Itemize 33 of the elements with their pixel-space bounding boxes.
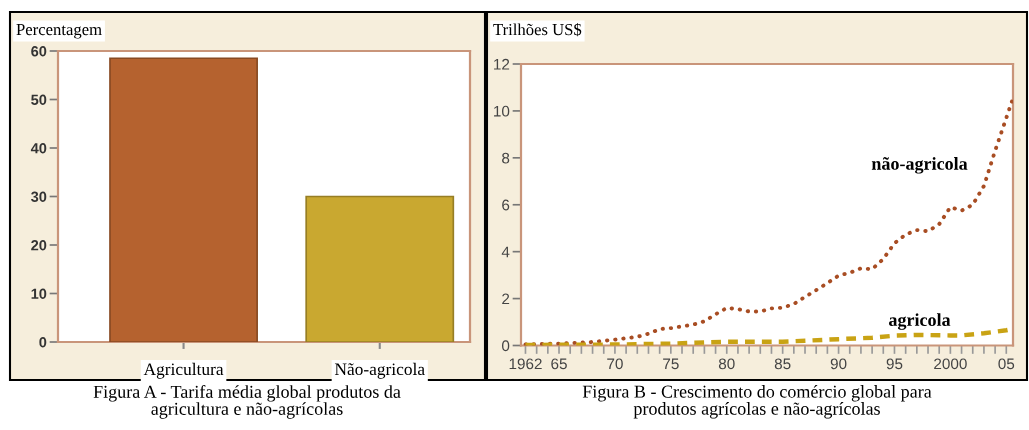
x-tick-label: Não-agricola	[334, 362, 425, 379]
y-tick-label: 8	[502, 152, 510, 164]
x-tick-label: 70	[607, 358, 623, 370]
x-tick-label: 2000	[934, 358, 967, 370]
y-tick-label: 60	[31, 46, 47, 57]
x-tick-label: 05	[998, 358, 1015, 370]
y-tick-label: 12	[494, 58, 510, 70]
y-tick-label: 50	[31, 94, 47, 105]
x-tick-label: 75	[663, 358, 679, 370]
y-tick-label: 10	[494, 105, 510, 117]
y-tick-label: 6	[502, 199, 510, 211]
x-tick-label: 1962	[509, 358, 542, 370]
x-tick-label: 95	[886, 358, 903, 370]
y-axis-title: Percentagem	[16, 24, 102, 39]
series-label: agricola	[889, 313, 951, 330]
y-tick-label: 0	[39, 337, 47, 348]
text: Figura A - Tarifa média global produtos da agricultura e não-agrícolas	[93, 385, 401, 419]
y-tick-label: 30	[31, 191, 47, 202]
y-tick-label: 10	[31, 288, 47, 299]
x-tick-label: Agricultura	[143, 362, 224, 379]
y-tick-label: 20	[31, 240, 47, 251]
series-label: não-agricola	[871, 157, 968, 174]
y-tick-label: 0	[501, 340, 510, 352]
text: Figura B - Crescimento do comércio global para produtos agrícolas e não-agrícolas	[582, 385, 932, 419]
x-tick-label: 85	[774, 358, 791, 370]
x-tick-label: 80	[718, 358, 735, 370]
y-tick-label: 4	[501, 246, 510, 258]
y-tick-label: 40	[30, 143, 47, 154]
x-tick-label: 90	[830, 358, 847, 370]
y-tick-label: 2	[502, 293, 510, 305]
line-series	[523, 99, 1013, 346]
y-axis-title: Trilhões US$	[493, 22, 582, 37]
x-tick-label: 65	[551, 358, 567, 370]
